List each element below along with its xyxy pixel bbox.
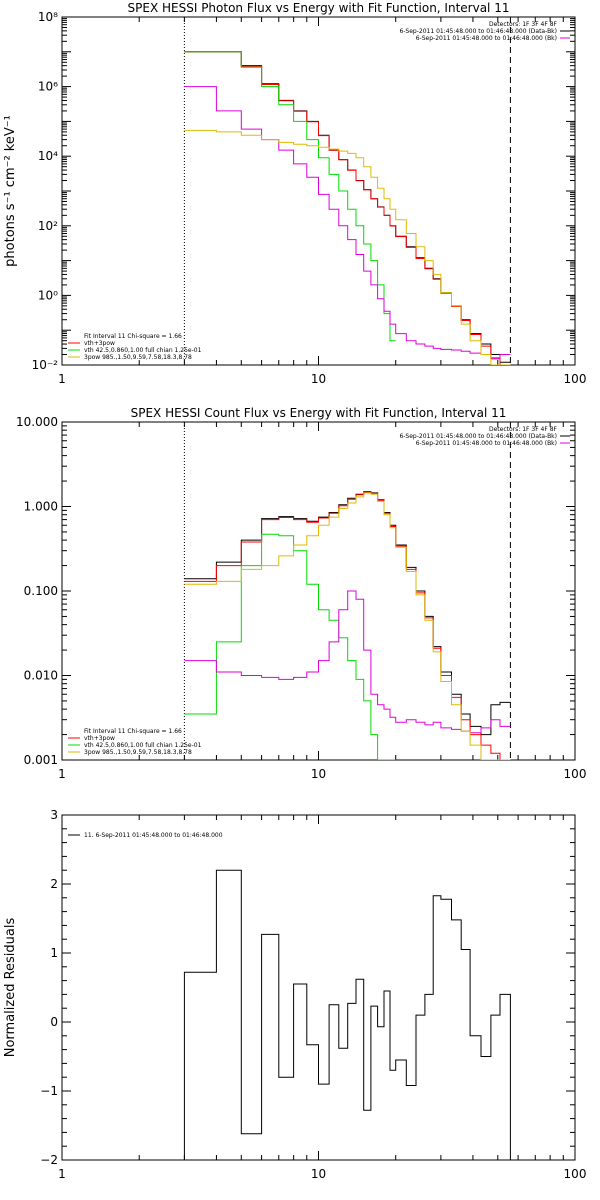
count-flux-panel: 1 10 100 0.001 0.010 0.100 1.000 10.000 SPEX HES…	[16, 406, 586, 781]
x-tick-label: 100	[564, 767, 587, 781]
info-text: 6-Sep-2011 01:45:48.000 to 01:46:48.000 …	[399, 28, 557, 35]
y-tick-label: 10⁴	[38, 149, 58, 163]
photon-flux-panel: 1 10 100 10⁻² 10⁰ 10² 10⁴ 10⁶ 10⁸ SPEX HESSI Phot…	[3, 1, 586, 386]
series-4-line	[184, 129, 511, 365]
chart-title: SPEX HESSI Count Flux vs Energy with Fit…	[131, 406, 507, 420]
info-text: 6-Sep-2011 01:45:48.000 to 01:46:48.000 …	[416, 35, 557, 42]
y-tick-label: 0.001	[24, 753, 58, 767]
series-4-line	[184, 492, 511, 760]
fit-text: vth+3pow	[84, 735, 115, 742]
fit-text: vth 42.5,0.860,1.00 full chian 1.25e-01	[84, 347, 202, 354]
y-tick-label: 10⁻²	[32, 358, 59, 372]
y-tick-label: 0	[50, 1015, 58, 1029]
fit-text: vth+3pow	[84, 340, 115, 347]
y-tick-label: 10.000	[16, 415, 58, 429]
y-tick-label: 0.010	[24, 669, 58, 683]
y-tick-label: 10⁶	[38, 80, 58, 94]
x-tick-label: 10	[311, 1167, 326, 1181]
info-text: Detectors: 1F 3F 4F 8F	[489, 426, 558, 433]
x-tick-label: 1	[58, 1167, 66, 1181]
plot-frame	[61, 814, 576, 1161]
y-tick-label: 2	[50, 877, 58, 891]
y-axis-label: photons s⁻¹ cm⁻² keV⁻¹	[3, 115, 18, 267]
info-text: 6-Sep-2011 01:45:48.000 to 01:46:48.000 …	[399, 433, 557, 440]
info-text: Detectors: 1F 3F 4F 8F	[489, 21, 558, 28]
chart-title: SPEX HESSI Photon Flux vs Energy with Fi…	[128, 1, 510, 15]
x-tick-label: 10	[311, 372, 326, 386]
y-tick-label: 0.100	[24, 584, 58, 598]
fit-text: 3pow 985.,1.50,9.59,7.58,18.3,8.78	[84, 354, 192, 361]
series-2-line	[184, 51, 396, 342]
y-tick-label: 3	[50, 808, 58, 822]
y-tick-label: −2	[40, 1153, 58, 1167]
y-tick-label: 1.000	[24, 500, 58, 514]
x-tick-label: 1	[58, 372, 66, 386]
y-axis-label: Normalized Residuals	[3, 918, 18, 1058]
legend-text: 11. 6-Sep-2011 01:45:48.000 to 01:46:48.…	[84, 832, 223, 839]
residuals-panel: 1 10 100 −2 −1 0 1 2 3 Normalized Residuals 11. 6-…	[3, 808, 586, 1181]
series-3-line	[184, 86, 511, 360]
fit-text: 3pow 985.,1.50,9.59,7.58,18.3,8.78	[84, 749, 192, 756]
series-2-line	[184, 533, 396, 760]
y-tick-label: 10⁸	[38, 10, 58, 24]
series-0-line	[183, 869, 511, 1160]
x-tick-label: 10	[311, 767, 326, 781]
fit-text: vth 42.5,0.860,1.00 full chian 1.25e-01	[84, 742, 202, 749]
y-tick-label: −1	[40, 1084, 58, 1098]
x-tick-label: 100	[564, 1167, 587, 1181]
y-tick-label: 1	[50, 946, 58, 960]
fit-text: Fit Interval 11 Chi-square = 1.66	[84, 333, 182, 340]
y-tick-label: 10²	[38, 219, 58, 233]
info-text: 6-Sep-2011 01:45:48.000 to 01:46:48.000 …	[416, 440, 557, 447]
x-tick-label: 1	[58, 767, 66, 781]
x-tick-label: 100	[564, 372, 587, 386]
fit-text: Fit Interval 11 Chi-square = 1.66	[84, 728, 182, 735]
y-tick-label: 10⁰	[38, 288, 58, 302]
